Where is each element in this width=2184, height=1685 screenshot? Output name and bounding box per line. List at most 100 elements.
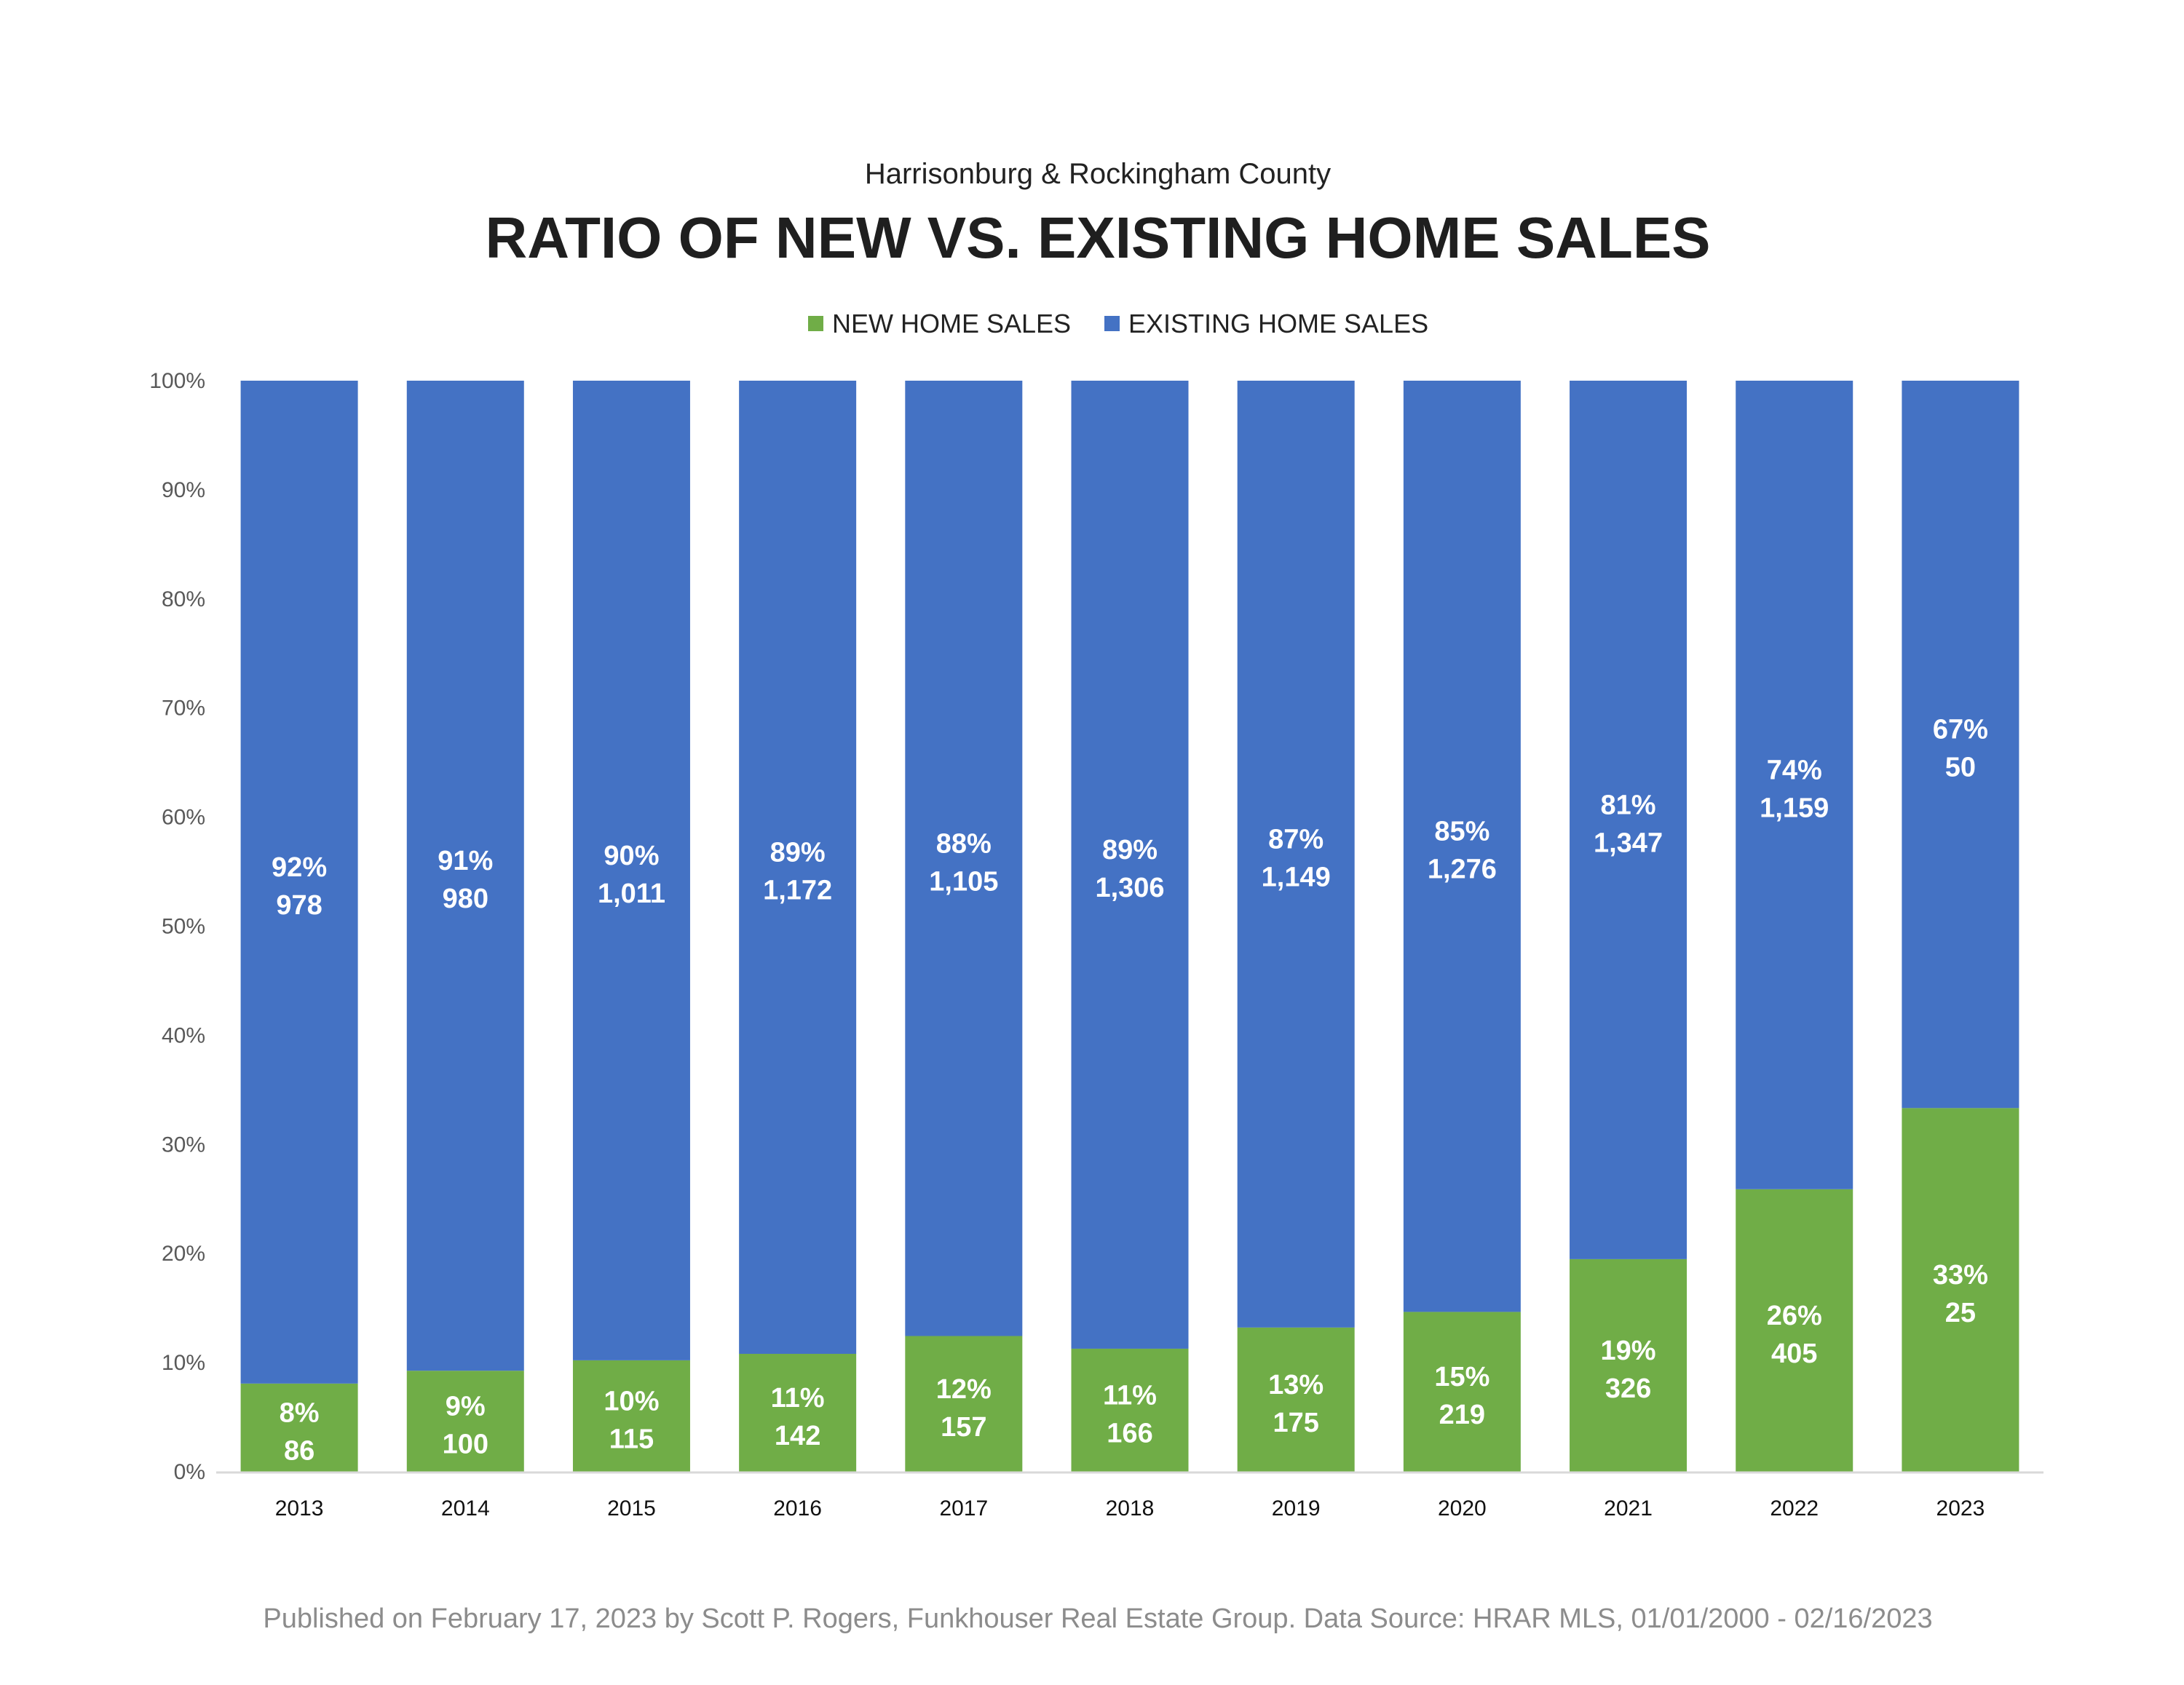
bar-new-2020 [1403,1312,1521,1472]
data-label-new-count: 326 [1605,1373,1651,1404]
data-label-new-count: 100 [443,1430,488,1460]
x-tick-label: 2013 [275,1496,324,1521]
data-label-new-percent: 11% [771,1383,825,1414]
x-tick-label: 2014 [441,1496,490,1521]
bar-new-2015 [572,1360,690,1472]
bar-new-2018 [1071,1348,1189,1472]
data-label-existing-percent: 90% [604,841,659,871]
x-tick-label: 2023 [1936,1496,1985,1521]
y-tick-label: 100% [149,369,205,393]
data-label-existing-count: 980 [443,884,488,914]
data-label-new-percent: 15% [1434,1362,1489,1392]
data-label-existing-count: 1,159 [1760,793,1829,823]
data-label-existing-percent: 87% [1268,824,1324,855]
x-tick-label: 2016 [773,1496,822,1521]
data-label-new-count: 86 [284,1435,314,1466]
chart-subtitle: Harrisonburg & Rockingham County [865,158,1331,190]
legend-swatch-0 [808,316,823,331]
data-labels: 8% 86 92% 978 9% 100 91% 980 10% 115 90% 1,011 11% 14… [272,715,1988,1467]
data-label-new-percent: 11% [1103,1380,1157,1411]
data-label-new-count: 142 [775,1421,820,1451]
chart-title: RATIO OF NEW VS. EXISTING HOME SALES [485,205,1710,270]
data-label-existing-percent: 67% [1933,715,1988,745]
bar-existing-2013 [240,381,358,1384]
x-tick-label: 2015 [607,1496,656,1521]
data-label-new-percent: 12% [936,1374,992,1405]
legend-label-0: NEW HOME SALES [832,309,1071,338]
bar-existing-2015 [572,381,690,1360]
legend-swatch-1 [1104,316,1120,331]
data-label-existing-count: 1,011 [598,879,665,909]
bar-new-2021 [1570,1258,1688,1472]
data-label-existing-count: 1,306 [1095,873,1164,903]
x-tick-label: 2018 [1106,1496,1155,1521]
data-label-new-percent: 33% [1933,1260,1988,1290]
x-tick-label: 2017 [939,1496,988,1521]
data-label-existing-count: 1,276 [1428,855,1497,885]
data-label-new-percent: 26% [1767,1301,1822,1331]
y-tick-label: 40% [162,1023,205,1047]
bar-new-2017 [905,1336,1023,1472]
bar-existing-2021 [1570,381,1688,1259]
data-label-existing-percent: 89% [770,838,826,868]
data-label-existing-count: 1,149 [1262,862,1331,892]
x-tick-label: 2020 [1438,1496,1487,1521]
bar-new-2013 [240,1383,358,1472]
data-label-existing-percent: 92% [272,852,327,883]
data-label-existing-count: 1,347 [1594,828,1663,858]
x-tick-label: 2022 [1770,1496,1819,1521]
data-label-new-percent: 8% [280,1397,320,1428]
bar-existing-2019 [1237,381,1355,1328]
y-tick-label: 50% [162,915,205,939]
data-label-new-percent: 13% [1268,1370,1324,1400]
data-label-new-count: 166 [1107,1418,1152,1448]
data-label-new-percent: 19% [1601,1336,1656,1366]
data-label-existing-percent: 74% [1767,755,1822,785]
data-label-new-count: 405 [1771,1339,1817,1369]
y-tick-label: 70% [162,697,205,721]
y-tick-label: 20% [162,1242,205,1266]
data-label-new-count: 219 [1439,1400,1485,1430]
data-label-existing-count: 978 [276,890,322,921]
y-tick-label: 60% [162,806,205,830]
legend: NEW HOME SALES EXISTING HOME SALES [808,309,1428,338]
x-tick-label: 2021 [1604,1496,1653,1521]
y-tick-label: 10% [162,1351,205,1375]
y-axis: 0% 10% 20% 30% 40% 50% 60% 70% 80% 90% 100% [149,369,205,1484]
y-tick-label: 0% [174,1460,205,1484]
bar-new-2016 [739,1354,857,1472]
data-label-existing-percent: 88% [936,828,992,859]
data-label-existing-count: 50 [1945,753,1976,783]
data-label-existing-percent: 89% [1102,835,1158,865]
y-tick-label: 30% [162,1133,205,1157]
data-label-new-count: 25 [1945,1298,1976,1328]
legend-label-1: EXISTING HOME SALES [1128,309,1428,338]
bar-existing-2018 [1071,381,1189,1349]
data-label-new-count: 115 [609,1424,654,1454]
bar-new-2014 [406,1371,524,1472]
bar-existing-2017 [905,381,1023,1336]
bar-new-2023 [1902,1108,2019,1472]
data-label-existing-count: 1,172 [763,876,832,906]
data-label-new-count: 157 [941,1412,986,1443]
data-label-existing-percent: 85% [1434,817,1489,847]
bar-new-2022 [1736,1189,1853,1472]
data-label-new-percent: 9% [446,1392,486,1422]
bar-new-2019 [1237,1327,1355,1472]
data-label-existing-percent: 81% [1601,790,1656,820]
footer-note: Published on February 17, 2023 by Scott … [263,1603,1932,1634]
bar-existing-2022 [1736,381,1853,1189]
data-label-existing-percent: 91% [438,846,493,876]
x-axis: 2013 2014 2015 2016 2017 2018 2019 2020 2021 2022… [216,1471,2043,1521]
bar-existing-2016 [739,381,857,1355]
data-label-new-count: 175 [1273,1408,1318,1438]
y-tick-label: 80% [162,587,205,611]
data-label-new-percent: 10% [604,1386,659,1416]
x-tick-label: 2019 [1272,1496,1321,1521]
bar-existing-2020 [1403,381,1521,1312]
bar-existing-2023 [1902,381,2019,1109]
bars [240,381,2019,1472]
bar-existing-2014 [406,381,524,1371]
data-label-existing-count: 1,105 [929,866,998,897]
